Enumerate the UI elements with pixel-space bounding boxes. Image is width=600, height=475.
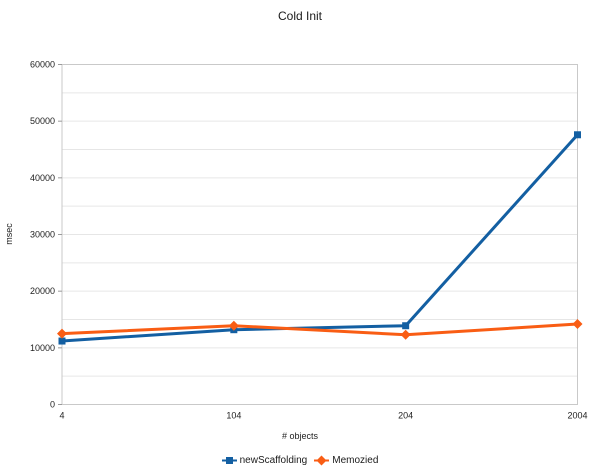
y-tick-label: 10000 [30,343,55,353]
y-tick-label: 30000 [30,230,55,240]
y-tick-label: 0 [50,400,55,410]
x-tick-label: 4 [59,411,64,421]
y-tick-label: 50000 [30,116,55,126]
legend-marker-square-icon [221,457,237,464]
legend-label: newScaffolding [239,455,308,466]
x-tick-label: 204 [398,411,413,421]
legend-label: Memozied [332,455,379,466]
data-point-newScaffolding [574,131,581,139]
data-point-Memozied [57,328,67,339]
x-tick-label: 104 [226,411,241,421]
data-point-newScaffolding [58,337,66,345]
legend: newScaffolding Memozied [0,455,600,466]
y-tick-label: 20000 [30,286,55,296]
legend-item-newscaffolding: newScaffolding [221,455,308,466]
data-point-newScaffolding [402,322,410,330]
y-tick-label: 40000 [30,173,55,183]
series-line-newScaffolding [61,133,579,343]
x-axis-title: # objects [281,431,319,441]
chart-title: Cold Init [277,9,323,23]
y-tick-label: 60000 [30,60,55,70]
data-point-Memozied [400,329,411,340]
x-tick-label: 2004 [567,411,587,421]
data-point-Memozied [572,319,583,330]
legend-marker-diamond-icon [314,455,330,466]
series-line-Memozied [61,322,578,337]
data-point-Memozied [228,320,239,331]
legend-item-memozied: Memozied [314,455,378,466]
